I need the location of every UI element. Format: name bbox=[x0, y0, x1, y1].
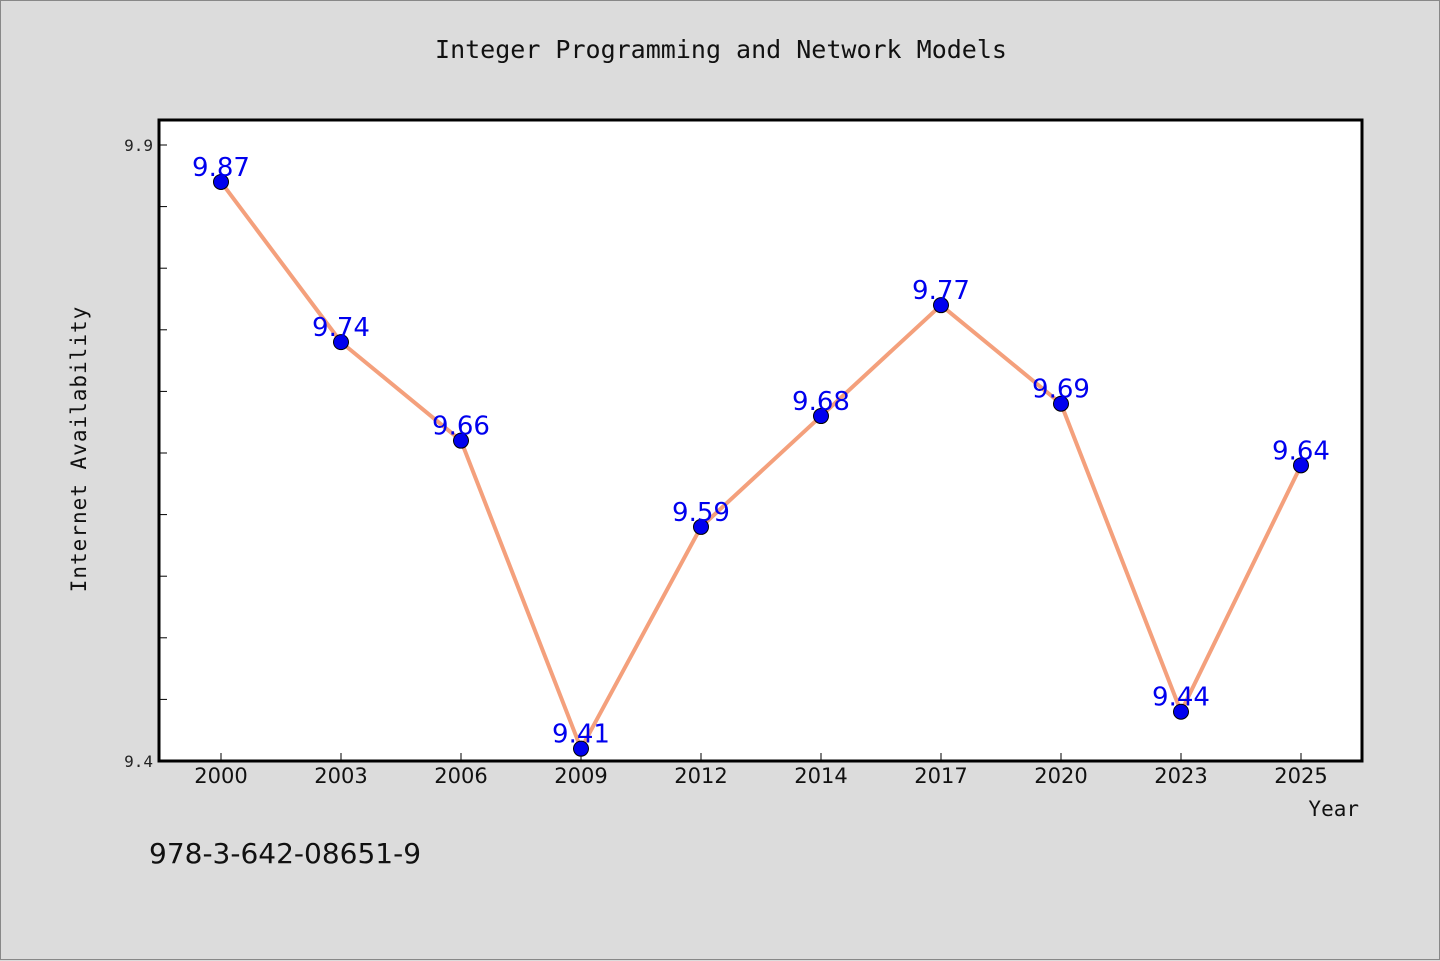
y-tick-label: 9.9 bbox=[124, 136, 153, 155]
isbn-text: 978-3-642-08651-9 bbox=[149, 837, 422, 870]
data-point bbox=[1053, 395, 1069, 412]
data-label: 9.69 bbox=[1032, 375, 1090, 405]
data-point bbox=[1173, 703, 1189, 720]
data-point bbox=[813, 408, 829, 425]
data-point bbox=[933, 297, 949, 314]
x-axis-label: Year bbox=[1308, 797, 1359, 821]
x-tick-label: 2009 bbox=[554, 764, 607, 788]
x-tick-label: 2003 bbox=[314, 764, 367, 788]
data-point bbox=[573, 740, 589, 757]
x-tick-label: 2023 bbox=[1154, 764, 1207, 788]
data-label: 9.66 bbox=[432, 412, 490, 442]
x-tick-label: 2000 bbox=[194, 764, 247, 788]
x-tick-label: 2025 bbox=[1274, 764, 1327, 788]
data-label: 9.41 bbox=[552, 720, 610, 750]
data-point bbox=[453, 432, 469, 449]
data-label: 9.77 bbox=[912, 276, 970, 306]
series-line bbox=[219, 180, 1303, 751]
chart-title: Integer Programming and Network Models bbox=[435, 35, 1007, 64]
data-label: 9.74 bbox=[312, 313, 370, 343]
data-point bbox=[213, 173, 229, 190]
data-label: 9.59 bbox=[672, 498, 730, 528]
plot-area bbox=[157, 118, 1364, 763]
data-label: 9.64 bbox=[1272, 436, 1330, 466]
y-tick-label: 9.4 bbox=[124, 752, 153, 771]
x-tick-label: 2014 bbox=[794, 764, 847, 788]
data-point bbox=[1293, 457, 1309, 474]
data-point bbox=[693, 518, 709, 535]
data-label: 9.44 bbox=[1152, 683, 1210, 713]
x-tick-label: 2006 bbox=[434, 764, 487, 788]
x-tick-label: 2012 bbox=[674, 764, 727, 788]
data-label: 9.87 bbox=[192, 153, 250, 183]
x-tick-label: 2017 bbox=[914, 764, 967, 788]
x-tick-label: 2020 bbox=[1034, 764, 1087, 788]
data-label: 9.68 bbox=[792, 387, 850, 417]
data-point bbox=[333, 334, 349, 351]
